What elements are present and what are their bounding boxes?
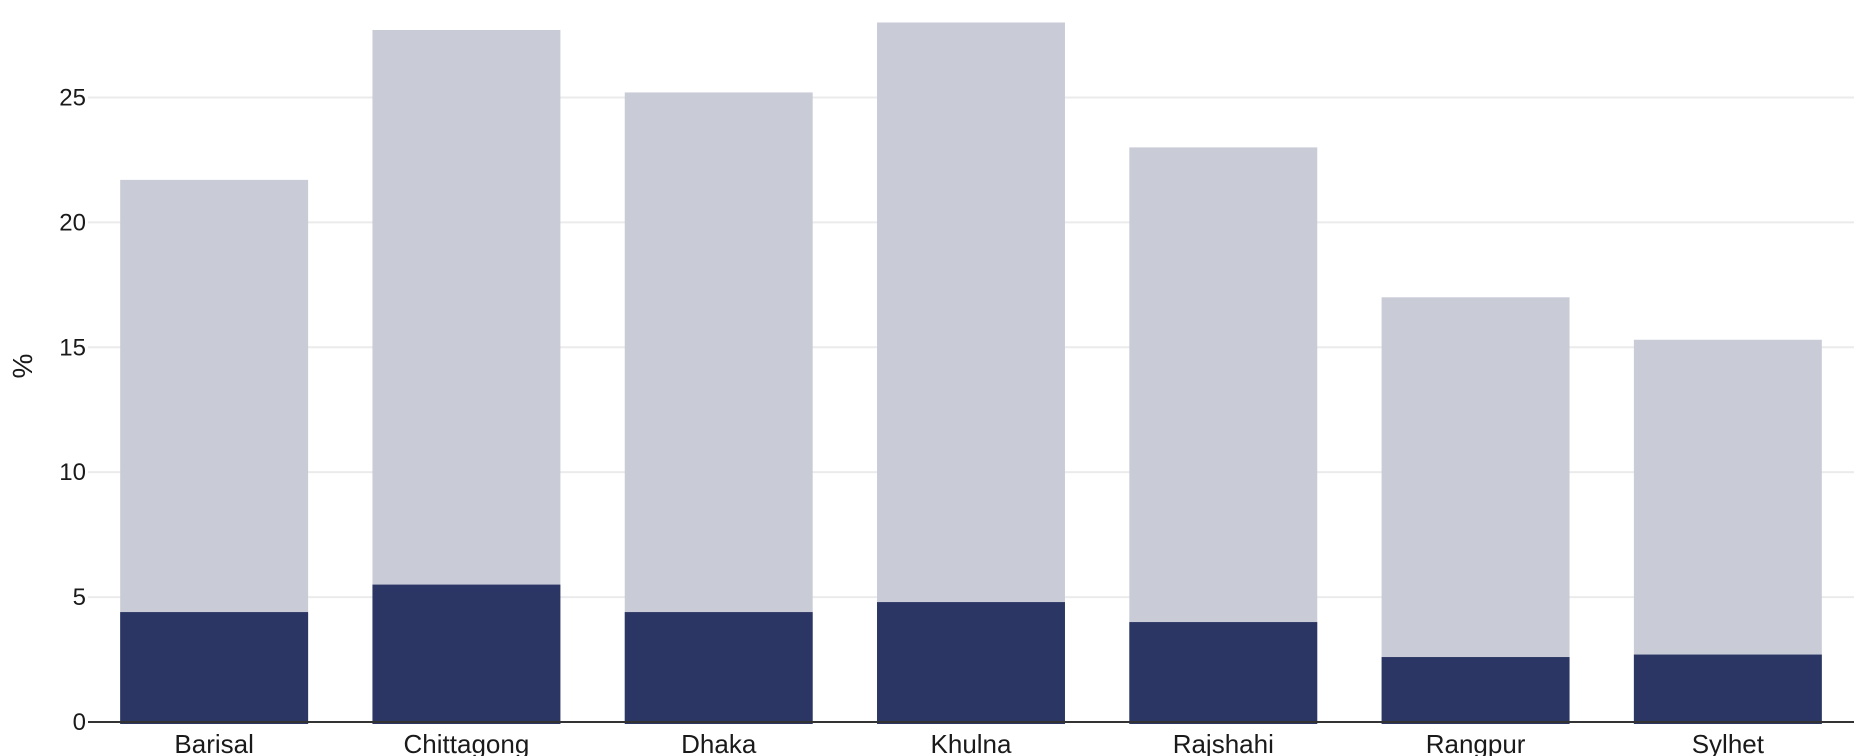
x-tick-label: Dhaka <box>681 729 757 756</box>
x-tick-label: Rangpur <box>1426 729 1526 756</box>
y-tick-label: 10 <box>59 459 86 486</box>
y-tick-label: 5 <box>73 584 86 611</box>
bar-subset <box>1633 654 1822 724</box>
bar-subset <box>120 612 309 724</box>
x-tick-label: Rajshahi <box>1173 729 1274 756</box>
y-tick-label: 20 <box>59 209 86 236</box>
y-tick-label: 25 <box>59 84 86 111</box>
axes: 0 5 10 15 20 25 Barisal Chittagong Dhaka Khulna Ra… <box>59 84 1854 756</box>
y-axis-title: % <box>7 354 38 379</box>
bars <box>120 22 1822 725</box>
x-tick-label: Khulna <box>931 729 1012 756</box>
y-tick-label: 0 <box>73 709 86 736</box>
bar-subset <box>877 602 1065 724</box>
x-tick-label: Barisal <box>174 729 253 756</box>
y-tick-label: 15 <box>59 334 86 361</box>
bar-subset <box>1381 657 1570 724</box>
bar-total <box>1381 297 1570 724</box>
bar-subset <box>624 612 813 724</box>
x-tick-label: Chittagong <box>404 729 530 756</box>
bar-subset <box>372 584 561 724</box>
bar-subset <box>1129 622 1318 724</box>
x-tick-label: Sylhet <box>1692 729 1765 756</box>
